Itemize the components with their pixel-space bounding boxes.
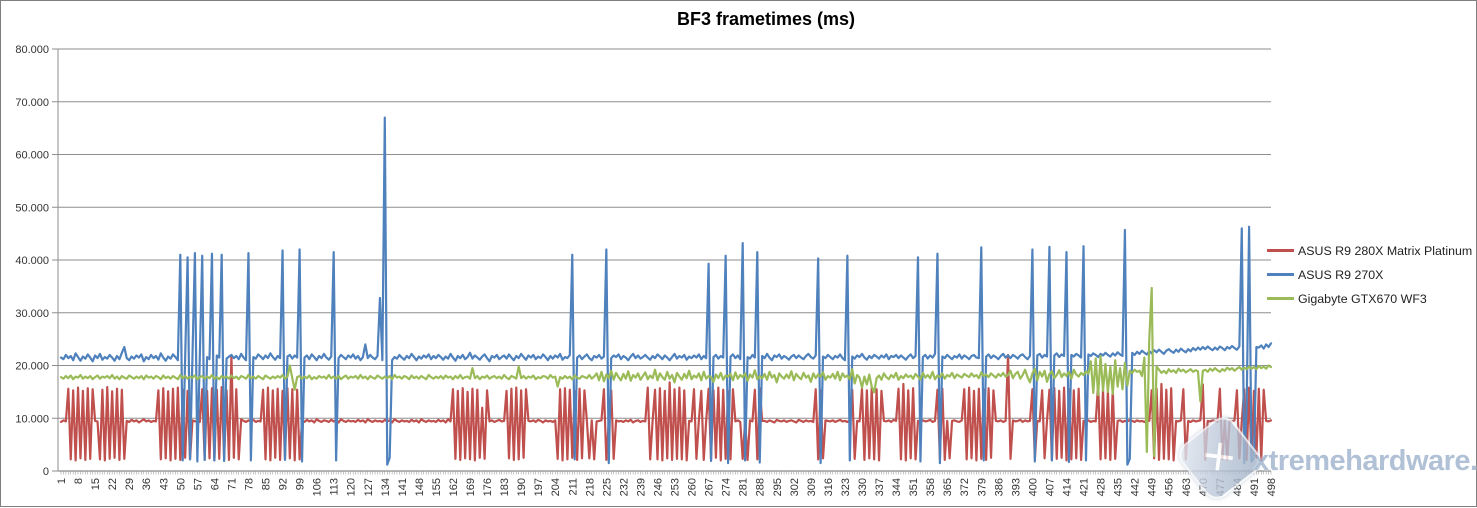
svg-text:148: 148 [414, 478, 426, 496]
svg-text:169: 169 [465, 478, 477, 496]
legend-label: ASUS R9 280X Matrix Platinum [1298, 243, 1473, 258]
svg-text:414: 414 [1062, 478, 1074, 496]
svg-text:36: 36 [141, 478, 153, 490]
svg-text:232: 232 [618, 478, 630, 496]
svg-text:498: 498 [1266, 478, 1278, 496]
svg-text:302: 302 [789, 478, 801, 496]
svg-text:141: 141 [397, 478, 409, 496]
svg-text:211: 211 [567, 478, 579, 496]
svg-text:197: 197 [533, 478, 545, 496]
svg-text:190: 190 [516, 478, 528, 496]
svg-text:267: 267 [704, 478, 716, 496]
svg-text:92: 92 [278, 478, 290, 490]
svg-text:64: 64 [209, 478, 221, 490]
svg-text:80.000: 80.000 [15, 44, 49, 56]
svg-text:15: 15 [90, 478, 102, 490]
svg-text:218: 218 [584, 478, 596, 496]
svg-text:456: 456 [1164, 478, 1176, 496]
svg-text:162: 162 [448, 478, 460, 496]
svg-text:60.000: 60.000 [15, 150, 49, 162]
svg-text:1: 1 [56, 478, 68, 484]
svg-text:449: 449 [1147, 478, 1159, 496]
svg-text:0: 0 [43, 466, 49, 478]
svg-text:442: 442 [1130, 478, 1142, 496]
svg-text:246: 246 [653, 478, 665, 496]
svg-text:260: 260 [687, 478, 699, 496]
svg-text:337: 337 [874, 478, 886, 496]
svg-text:421: 421 [1079, 478, 1091, 496]
svg-text:407: 407 [1045, 478, 1057, 496]
svg-text:225: 225 [601, 478, 613, 496]
svg-text:30.000: 30.000 [15, 308, 49, 320]
legend-swatch-red-line [1267, 248, 1294, 253]
svg-text:78: 78 [244, 478, 256, 490]
legend: ASUS R9 280X Matrix Platinum ASUS R9 270… [1267, 243, 1472, 315]
svg-text:316: 316 [823, 478, 835, 496]
chart-title: BF3 frametimes (ms) [676, 9, 856, 29]
svg-text:176: 176 [482, 478, 494, 496]
svg-text:365: 365 [942, 478, 954, 496]
svg-text:183: 183 [499, 478, 511, 496]
legend-label: Gigabyte GTX670 WF3 [1298, 291, 1427, 306]
svg-text:71: 71 [226, 478, 238, 490]
svg-text:477: 477 [1215, 478, 1227, 496]
svg-text:309: 309 [806, 478, 818, 496]
svg-text:344: 344 [891, 478, 903, 496]
legend-item-280x: ASUS R9 280X Matrix Platinum [1267, 243, 1472, 258]
svg-text:253: 253 [670, 478, 682, 496]
svg-text:120: 120 [346, 478, 358, 496]
svg-text:57: 57 [192, 478, 204, 490]
svg-text:8: 8 [73, 478, 85, 484]
svg-text:330: 330 [857, 478, 869, 496]
svg-text:358: 358 [925, 478, 937, 496]
svg-text:295: 295 [772, 478, 784, 496]
legend-item-gtx670: Gigabyte GTX670 WF3 [1267, 291, 1472, 306]
svg-text:484: 484 [1232, 478, 1244, 496]
svg-text:43: 43 [158, 478, 170, 490]
svg-text:386: 386 [993, 478, 1005, 496]
svg-text:463: 463 [1181, 478, 1193, 496]
legend-label: ASUS R9 270X [1298, 267, 1384, 282]
svg-text:281: 281 [738, 478, 750, 496]
legend-item-270x: ASUS R9 270X [1267, 267, 1472, 282]
svg-text:491: 491 [1249, 478, 1261, 496]
svg-text:99: 99 [295, 478, 307, 490]
svg-text:428: 428 [1096, 478, 1108, 496]
svg-text:50: 50 [175, 478, 187, 490]
svg-text:70.000: 70.000 [15, 97, 49, 109]
svg-text:400: 400 [1027, 478, 1039, 496]
legend-swatch-green-line [1267, 296, 1294, 301]
svg-text:22: 22 [107, 478, 119, 490]
svg-text:239: 239 [635, 478, 647, 496]
svg-text:274: 274 [721, 478, 733, 496]
svg-text:10.000: 10.000 [15, 413, 49, 425]
legend-swatch-blue-line [1267, 272, 1294, 277]
svg-text:106: 106 [312, 478, 324, 496]
svg-text:113: 113 [329, 478, 341, 496]
svg-text:29: 29 [124, 478, 136, 490]
svg-text:204: 204 [550, 478, 562, 496]
svg-text:372: 372 [959, 478, 971, 496]
svg-text:127: 127 [363, 478, 375, 496]
svg-text:20.000: 20.000 [15, 361, 49, 373]
svg-text:379: 379 [976, 478, 988, 496]
svg-text:288: 288 [755, 478, 767, 496]
svg-text:85: 85 [261, 478, 273, 490]
svg-text:134: 134 [380, 478, 392, 496]
svg-text:155: 155 [431, 478, 443, 496]
svg-text:393: 393 [1010, 478, 1022, 496]
svg-text:435: 435 [1113, 478, 1125, 496]
svg-text:40.000: 40.000 [15, 255, 49, 267]
svg-text:323: 323 [840, 478, 852, 496]
svg-text:470: 470 [1198, 478, 1210, 496]
svg-text:351: 351 [908, 478, 920, 496]
svg-text:50.000: 50.000 [15, 202, 49, 214]
